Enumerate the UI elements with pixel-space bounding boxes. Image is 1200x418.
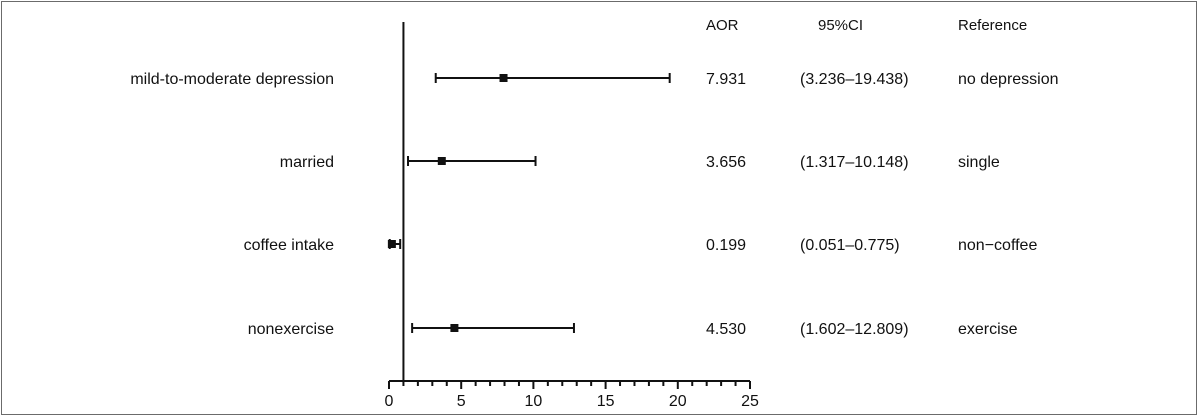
ci-value: (3.236–19.438) bbox=[800, 71, 909, 88]
row-label: nonexercise bbox=[248, 321, 334, 338]
aor-value: 7.931 bbox=[706, 71, 746, 88]
reference-value: no depression bbox=[958, 71, 1059, 88]
header-ci: 95%CI bbox=[818, 17, 863, 34]
reference-value: exercise bbox=[958, 321, 1018, 338]
header-reference: Reference bbox=[958, 17, 1027, 34]
reference-value: single bbox=[958, 154, 1000, 171]
aor-value: 4.530 bbox=[706, 321, 746, 338]
x-tick-label: 25 bbox=[741, 393, 759, 410]
x-tick-label: 15 bbox=[597, 393, 615, 410]
point-estimate bbox=[499, 74, 508, 82]
header-aor: AOR bbox=[706, 17, 739, 34]
row-label: mild-to-moderate depression bbox=[130, 71, 334, 88]
row-label: married bbox=[280, 154, 334, 171]
forest-row: coffee intake 0.199 (0.051–0.775) non−coffe… bbox=[244, 237, 1038, 254]
point-estimate bbox=[437, 157, 446, 165]
forest-row: mild-to-moderate depression 7.931 (3.236–1… bbox=[130, 71, 1058, 88]
x-tick-label: 20 bbox=[669, 393, 687, 410]
point-estimate bbox=[450, 324, 459, 332]
x-tick-label: 10 bbox=[525, 393, 543, 410]
row-label: coffee intake bbox=[244, 237, 335, 254]
forest-row: nonexercise 4.530 (1.602–12.809) exercise bbox=[248, 321, 1018, 338]
x-tick-label: 0 bbox=[385, 393, 394, 410]
x-tick-label: 5 bbox=[457, 393, 466, 410]
aor-value: 3.656 bbox=[706, 154, 746, 171]
reference-value: non−coffee bbox=[958, 237, 1037, 254]
ci-value: (1.317–10.148) bbox=[800, 154, 909, 171]
ci-value: (0.051–0.775) bbox=[800, 237, 900, 254]
aor-value: 0.199 bbox=[706, 237, 746, 254]
point-estimate bbox=[387, 240, 396, 248]
forest-row: married 3.656 (1.317–10.148) single bbox=[280, 154, 1000, 171]
ci-value: (1.602–12.809) bbox=[800, 321, 909, 338]
